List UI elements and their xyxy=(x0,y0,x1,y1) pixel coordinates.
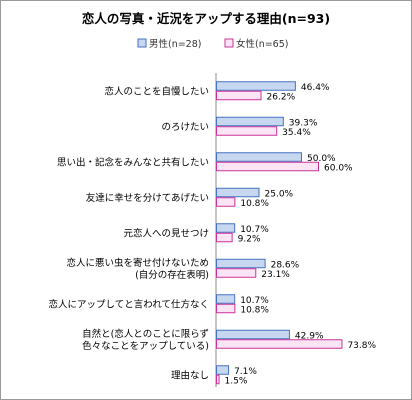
category-label: 友達に幸せを分けてあげたい xyxy=(86,192,209,204)
category-labels: 恋人のことを自慢したいのろけたい思い出・記念をみんなと共有したい友達に幸せを分け… xyxy=(49,85,209,381)
bar-female xyxy=(216,268,257,278)
legend-swatch-male xyxy=(137,38,147,48)
category-label: 自然と(恋人とのことに限らず xyxy=(82,328,209,340)
legend-label-male: 男性(n=28) xyxy=(149,38,201,50)
data-label: 10.8% xyxy=(240,305,269,315)
data-label: 25.0% xyxy=(265,189,294,199)
data-label: 60.0% xyxy=(324,163,353,173)
category-label: 理由なし xyxy=(171,369,209,381)
bars: 46.4%26.2%39.3%35.4%50.0%60.0%25.0%10.8%… xyxy=(216,81,376,386)
bar-male xyxy=(216,116,284,127)
bar-male xyxy=(216,294,236,304)
data-label: 42.9% xyxy=(295,331,324,341)
data-label: 46.4% xyxy=(301,83,330,93)
data-label: 35.4% xyxy=(282,128,311,138)
legend: 男性(n=28) 女性(n=65) xyxy=(137,38,288,50)
category-label: 色々なことをアップしている) xyxy=(82,340,209,352)
data-label: 50.0% xyxy=(307,154,336,164)
category-label: 元恋人への見せつけ xyxy=(123,227,209,239)
data-label: 9.2% xyxy=(238,234,261,244)
data-label: 10.7% xyxy=(240,225,269,235)
data-label: 39.3% xyxy=(289,118,318,128)
data-label: 10.7% xyxy=(240,296,269,306)
data-label: 7.1% xyxy=(234,367,257,377)
category-label: (自分の存在表明) xyxy=(135,269,209,281)
legend-label-female: 女性(n=65) xyxy=(236,38,288,50)
bar-male xyxy=(216,81,296,91)
chart-title: 恋人の写真・近況をアップする理由(n=93) xyxy=(82,11,330,26)
category-label: 恋人に悪い虫を寄せ付けないため xyxy=(66,257,209,269)
data-label: 1.5% xyxy=(225,376,248,386)
bar-female xyxy=(216,374,220,385)
category-label: 思い出・記念をみんなと共有したい xyxy=(57,156,209,168)
bar-female xyxy=(216,126,278,136)
bar-female xyxy=(216,303,236,314)
bar-female xyxy=(216,161,319,172)
legend-swatch-female xyxy=(224,38,234,48)
category-label: 恋人にアップしてと言われて仕方なく xyxy=(49,298,209,310)
bar-female xyxy=(216,90,262,101)
data-label: 73.8% xyxy=(347,341,376,351)
bar-male xyxy=(216,365,230,375)
bar-female xyxy=(216,339,343,349)
data-label: 23.1% xyxy=(261,270,290,280)
bar-male xyxy=(216,258,266,269)
category-label: のろけたい xyxy=(161,122,209,133)
category-label: 恋人のことを自慢したい xyxy=(104,85,209,97)
bar-female xyxy=(216,197,236,207)
data-label: 28.6% xyxy=(271,260,300,270)
bar-male xyxy=(216,329,290,340)
data-label: 10.8% xyxy=(240,199,269,209)
bar-male xyxy=(216,187,260,198)
data-label: 26.2% xyxy=(267,92,296,102)
bar-male xyxy=(216,223,236,233)
bar-male xyxy=(216,152,302,162)
bar-female xyxy=(216,232,233,243)
